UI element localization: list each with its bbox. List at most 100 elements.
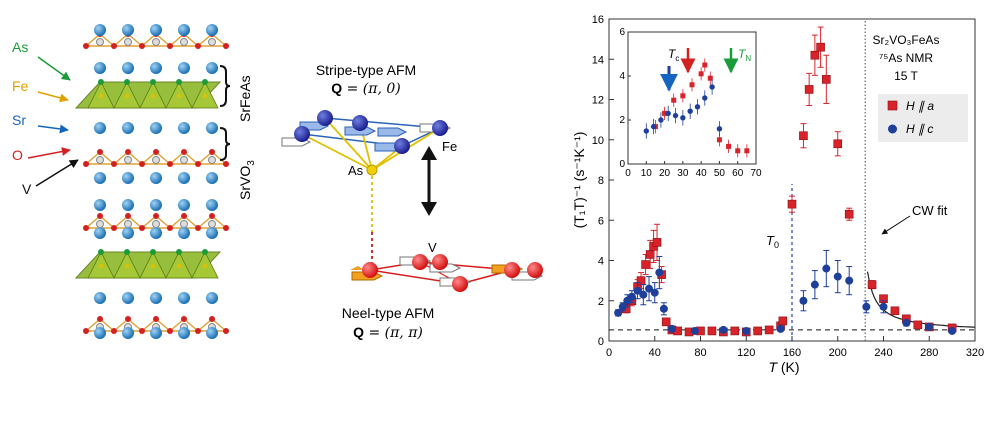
x-axis-label-unit: (K) <box>777 359 800 375</box>
sr-atom <box>150 227 162 239</box>
fe-atom <box>125 264 129 268</box>
sr-atom <box>206 199 218 211</box>
info-compound: Sr₂VO₃FeAs <box>873 33 940 47</box>
v-atom <box>124 156 132 164</box>
data-point-c <box>667 324 676 333</box>
o-atom <box>139 328 145 334</box>
sr-atom <box>206 172 218 184</box>
sr-atom <box>122 199 134 211</box>
as-atom <box>150 79 156 85</box>
v-atom <box>208 220 216 228</box>
data-point-c <box>639 290 648 299</box>
fe-atom <box>203 94 207 98</box>
data-point-a <box>661 317 671 327</box>
o-atom <box>153 213 159 219</box>
o-atom <box>181 149 187 155</box>
data-point-c <box>822 264 831 273</box>
data-point-a <box>890 306 900 316</box>
data-point-a <box>652 238 662 247</box>
fe-atom <box>177 94 181 98</box>
fe-atom <box>317 110 333 126</box>
inset-x-tick-label: 10 <box>641 168 653 179</box>
o-atom <box>111 225 117 231</box>
neel-q-symbol: Q <box>353 324 364 340</box>
info-method: ⁷⁵As NMR <box>879 51 933 65</box>
data-point-c <box>879 302 888 311</box>
sr-atom <box>122 327 134 339</box>
inset-point-a <box>662 110 668 116</box>
inset-point-a <box>702 62 708 68</box>
fe-atom <box>203 264 207 268</box>
info-box: Sr₂VO₃FeAs ⁷⁵As NMR 15 T <box>873 33 940 83</box>
v-atom <box>432 254 448 270</box>
y-tick-label: 4 <box>598 256 604 268</box>
inset-point-a <box>735 148 741 154</box>
tc-sub: c <box>675 54 679 63</box>
o-atom <box>167 225 173 231</box>
legend-marker-a <box>887 100 898 111</box>
tn-symbol: T <box>738 47 747 61</box>
inset-point-c <box>702 95 708 101</box>
data-point-c <box>776 324 785 333</box>
o-atom <box>209 213 215 219</box>
o-atom <box>83 328 89 334</box>
sr-atom <box>122 62 134 74</box>
fe-atom <box>125 94 129 98</box>
data-point-a <box>867 280 877 289</box>
o-atom <box>83 225 89 231</box>
v-atom <box>96 220 104 228</box>
inset-point-c <box>680 115 686 121</box>
o-atom <box>111 43 117 49</box>
sr-atom <box>122 122 134 134</box>
sr-atom <box>94 24 106 36</box>
stripe-q: Q = (π, 0) <box>331 80 400 97</box>
v-atom <box>527 262 543 278</box>
inset-frame <box>627 31 757 165</box>
sr-atom <box>150 24 162 36</box>
o-atom <box>209 316 215 322</box>
sr-atom <box>94 292 106 304</box>
fe-label: Fe <box>442 139 457 154</box>
label-sr: Sr <box>12 112 26 128</box>
x-tick-label: 240 <box>874 347 892 359</box>
o-atom <box>167 328 173 334</box>
o-atom <box>83 43 89 49</box>
inset-point-a <box>680 93 686 99</box>
x-tick-label: 0 <box>606 347 612 359</box>
y-tick-label: 6 <box>598 215 604 227</box>
data-point-a <box>799 131 808 141</box>
data-point-c <box>690 326 699 335</box>
inset-x-tick-label: 20 <box>659 168 671 179</box>
v-atom <box>208 156 216 164</box>
as-atom <box>202 249 208 255</box>
o-atom <box>167 43 173 49</box>
inset-y-tick-label: 0 <box>619 159 625 170</box>
sr-atom <box>94 327 106 339</box>
as-atom <box>98 249 104 255</box>
label-v: V <box>22 181 32 197</box>
inset-series-marks <box>643 58 750 158</box>
sr-atom <box>206 292 218 304</box>
x-tick-label: 280 <box>920 347 938 359</box>
y-tick-label: 0 <box>598 336 604 348</box>
sr-atom <box>178 327 190 339</box>
data-point-c <box>845 276 854 285</box>
data-point-c <box>719 325 728 334</box>
legend-marker-c <box>888 124 897 134</box>
data-point-c <box>659 304 668 313</box>
sr-atom <box>178 122 190 134</box>
o-atom <box>111 328 117 334</box>
label-srfeas: SrFeAs <box>237 75 253 122</box>
as-atom <box>176 79 182 85</box>
sr-atom <box>150 172 162 184</box>
inset-x-tick-label: 50 <box>714 168 726 179</box>
o-atom <box>223 328 229 334</box>
data-point-c <box>645 284 654 293</box>
data-point-a <box>764 325 774 335</box>
v-atom <box>180 38 188 46</box>
inset-point-c <box>716 126 723 132</box>
x-axis-label: T (K) <box>768 359 799 375</box>
inset-point-c <box>687 108 693 114</box>
sr-atom <box>94 62 106 74</box>
